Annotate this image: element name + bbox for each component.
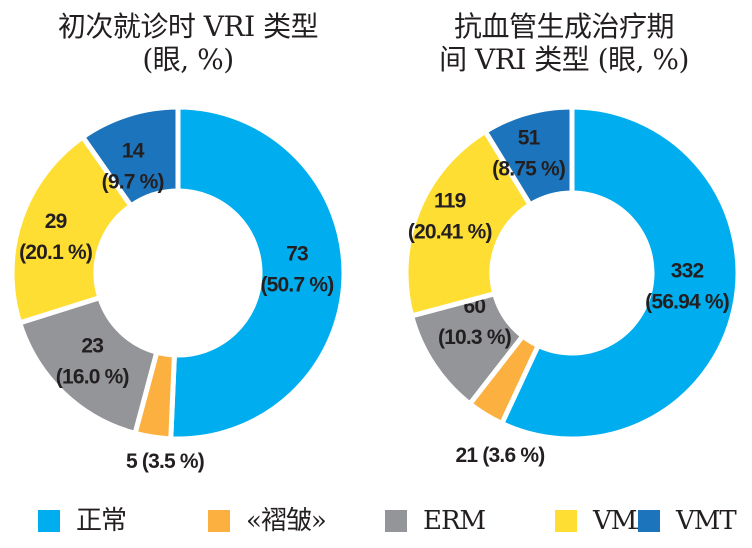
legend-item-erm: ERM [385, 506, 486, 536]
legend-item-normal: 正常 [38, 506, 127, 536]
slice-label-vmt: 14 (9.7 %) [102, 140, 164, 194]
slice-label-vma: 119 (20.41 %) [408, 189, 492, 243]
slice-vma [403, 128, 534, 319]
chart-title-initial: 初次就诊时 VRI 类型 (眼, %) [0, 10, 376, 76]
slice-normal [498, 104, 741, 442]
slice-label-normal: 73 (50.7 %) [260, 243, 333, 297]
slice-vma [9, 133, 135, 327]
legend-swatch-vmt [638, 510, 660, 532]
legend-label-vmt: VMT [676, 506, 737, 536]
legend-swatch-erm [385, 510, 407, 532]
slice-label-erm: 23 (16.0 %) [56, 335, 129, 389]
legend-label-folds: «褶皱» [246, 506, 327, 536]
slice-vmt [481, 104, 575, 209]
donut-initial: 73 (50.7 %) 5 (3.5 %) 23 (16.0 %) 29 (20.1 %)1… [9, 104, 347, 473]
chart-title-initial-line-2: (眼, %) [142, 43, 234, 76]
slice-label-vma: 29 (20.1 %) [19, 210, 92, 264]
chart-title-initial-line-1: 初次就诊时 VRI 类型 [57, 10, 319, 43]
chart-title-treatment-line-1: 抗血管生成治疗期 [453, 10, 675, 43]
slice-label-vmt: 51 (8.75 %) [492, 127, 565, 181]
legend-item-folds: «褶皱» [208, 506, 327, 536]
slice-normal [168, 104, 347, 442]
slice-label-folds: 5 (3.5 %) [126, 450, 204, 473]
legend-label-normal: 正常 [76, 506, 127, 536]
slice-vmt [79, 104, 181, 210]
chart-title-treatment-line-2: 间 VRI 类型 (眼, %) [439, 43, 689, 76]
legend-item-vmt: VMT [638, 506, 737, 536]
legend-swatch-vma [555, 510, 577, 532]
legend: 正常 «褶皱» ERM VMA VMT [0, 500, 752, 540]
legend-swatch-normal [38, 510, 60, 532]
slice-erm [16, 294, 160, 437]
chart-title-treatment: 抗血管生成治疗期 间 VRI 类型 (眼, %) [376, 10, 752, 76]
legend-label-erm: ERM [423, 506, 486, 536]
slice-label-folds: 21 (3.6 %) [456, 444, 545, 467]
donut-treatment: 332 (56.94 %)21 (3.6 %)60 (10.3 %)119 (20.4… [403, 104, 741, 467]
slice-label-normal: 332 (56.94 %) [645, 260, 729, 314]
legend-swatch-folds [208, 510, 230, 532]
